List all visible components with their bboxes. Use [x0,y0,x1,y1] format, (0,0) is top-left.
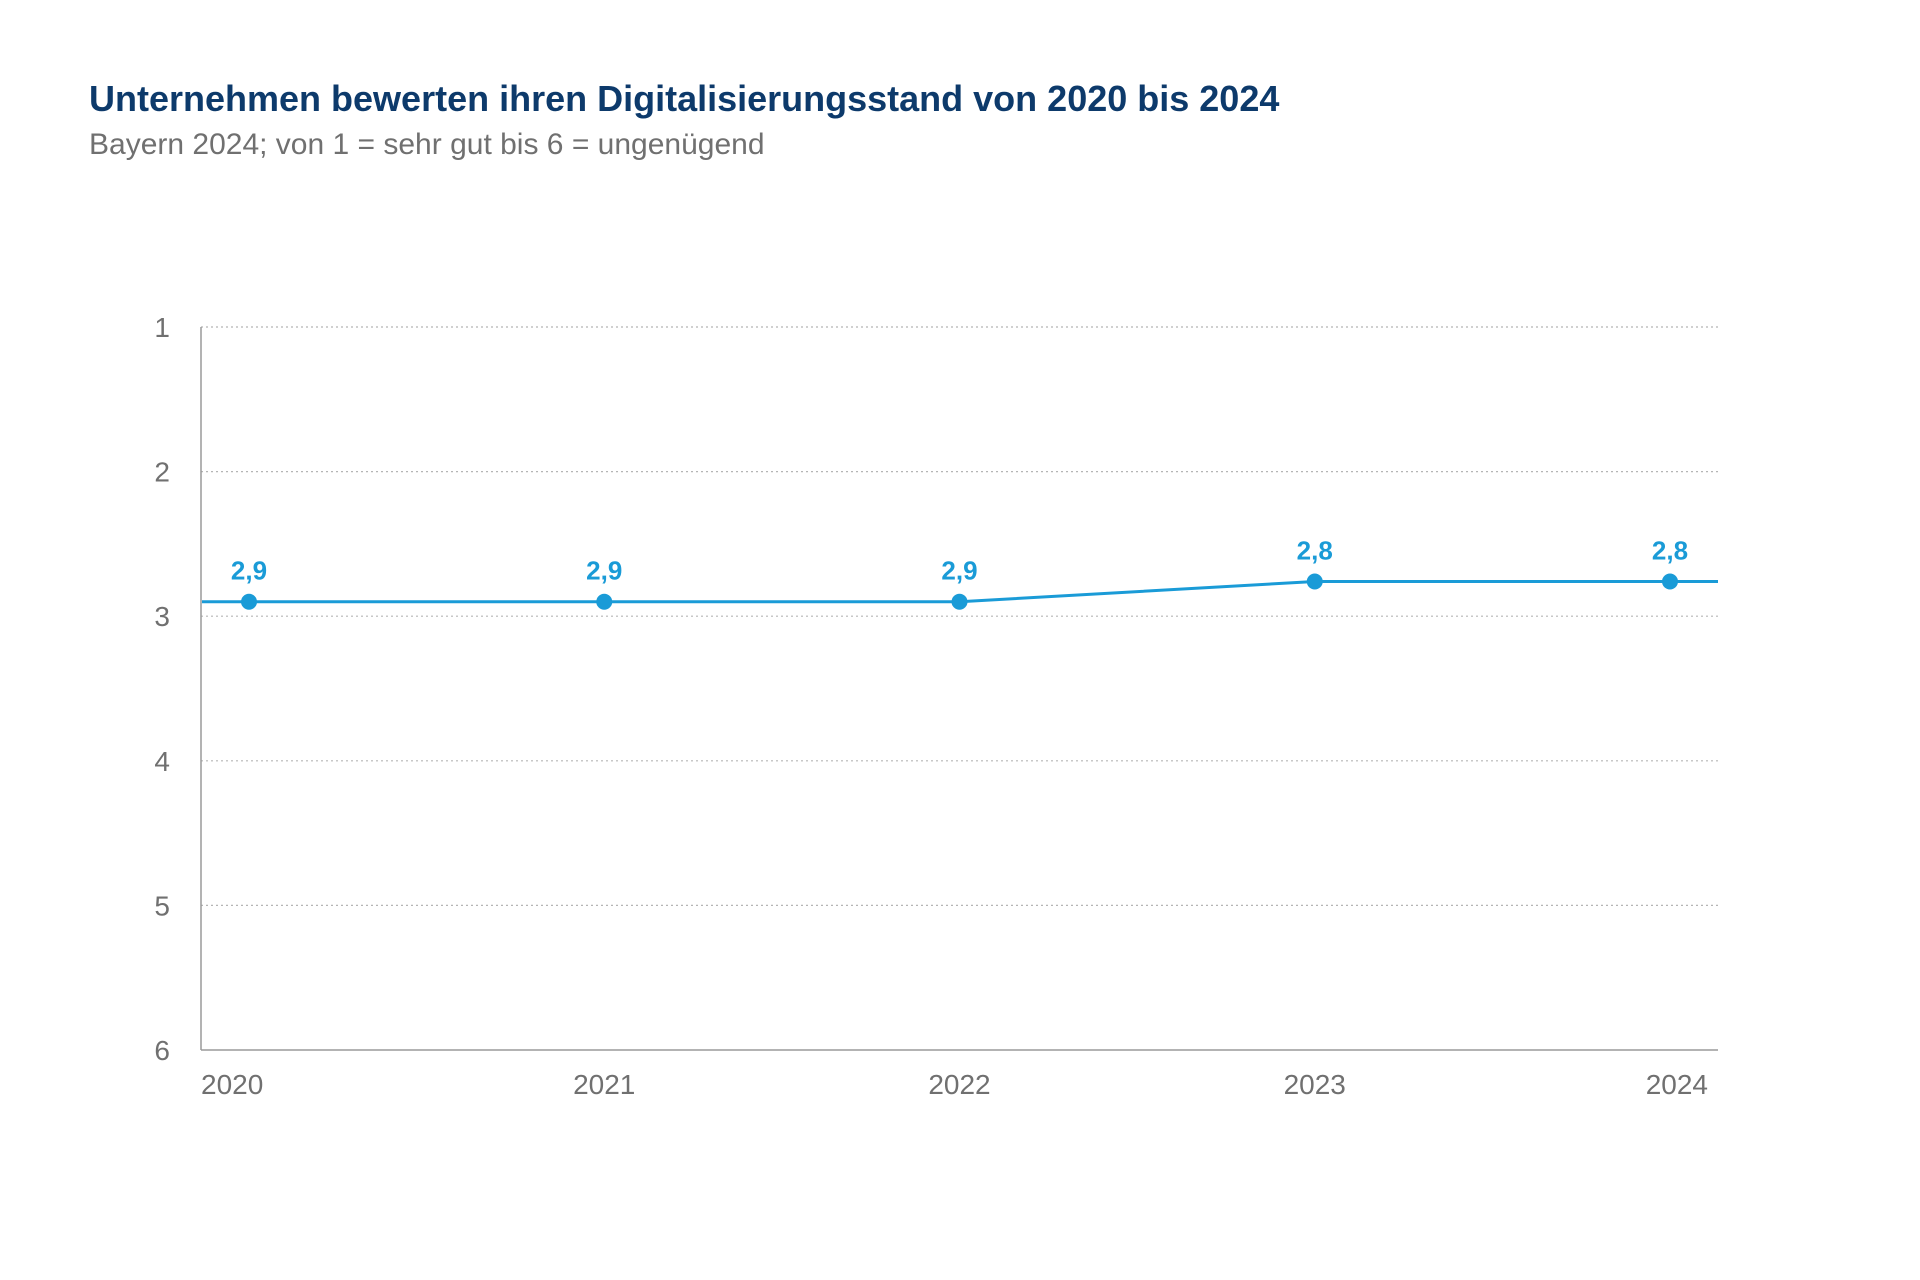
x-tick-label-2024: 2024 [1646,1069,1708,1100]
data-labels: 2,9 2,9 2,9 2,8 2,8 [231,535,1688,585]
y-tick-label: 5 [154,890,170,921]
data-label-2021: 2,9 [586,556,622,586]
data-label-2022: 2,9 [941,556,977,586]
y-tick-label: 3 [154,601,170,632]
x-axis-tick-labels: 2020 2021 2022 2023 2024 [201,1069,1708,1100]
data-label-2024: 2,8 [1652,535,1688,565]
x-tick-label-2020: 2020 [201,1069,263,1100]
y-tick-label: 4 [154,746,170,777]
chart-subtitle: Bayern 2024; von 1 = sehr gut bis 6 = un… [89,128,765,161]
x-tick-label-2021: 2021 [573,1069,635,1100]
y-axis-tick-labels: 1 2 3 4 5 6 [154,312,170,1066]
data-point-2021 [596,593,613,610]
data-point-2024 [1662,573,1678,590]
y-tick-label: 1 [154,312,170,343]
chart-title: Unternehmen bewerten ihren Digitalisieru… [89,78,1280,119]
x-tick-label-2022: 2022 [928,1069,990,1100]
data-point-2020 [241,593,257,610]
data-label-2023: 2,8 [1297,535,1333,565]
y-tick-label: 6 [154,1035,170,1066]
data-label-2020: 2,9 [231,556,267,586]
data-points [241,573,1678,610]
data-point-2023 [1306,573,1323,590]
data-point-2022 [951,593,968,610]
axes [200,327,1718,1051]
y-tick-label: 2 [154,457,170,488]
gridlines [201,326,1718,907]
x-tick-label-2023: 2023 [1284,1069,1346,1100]
